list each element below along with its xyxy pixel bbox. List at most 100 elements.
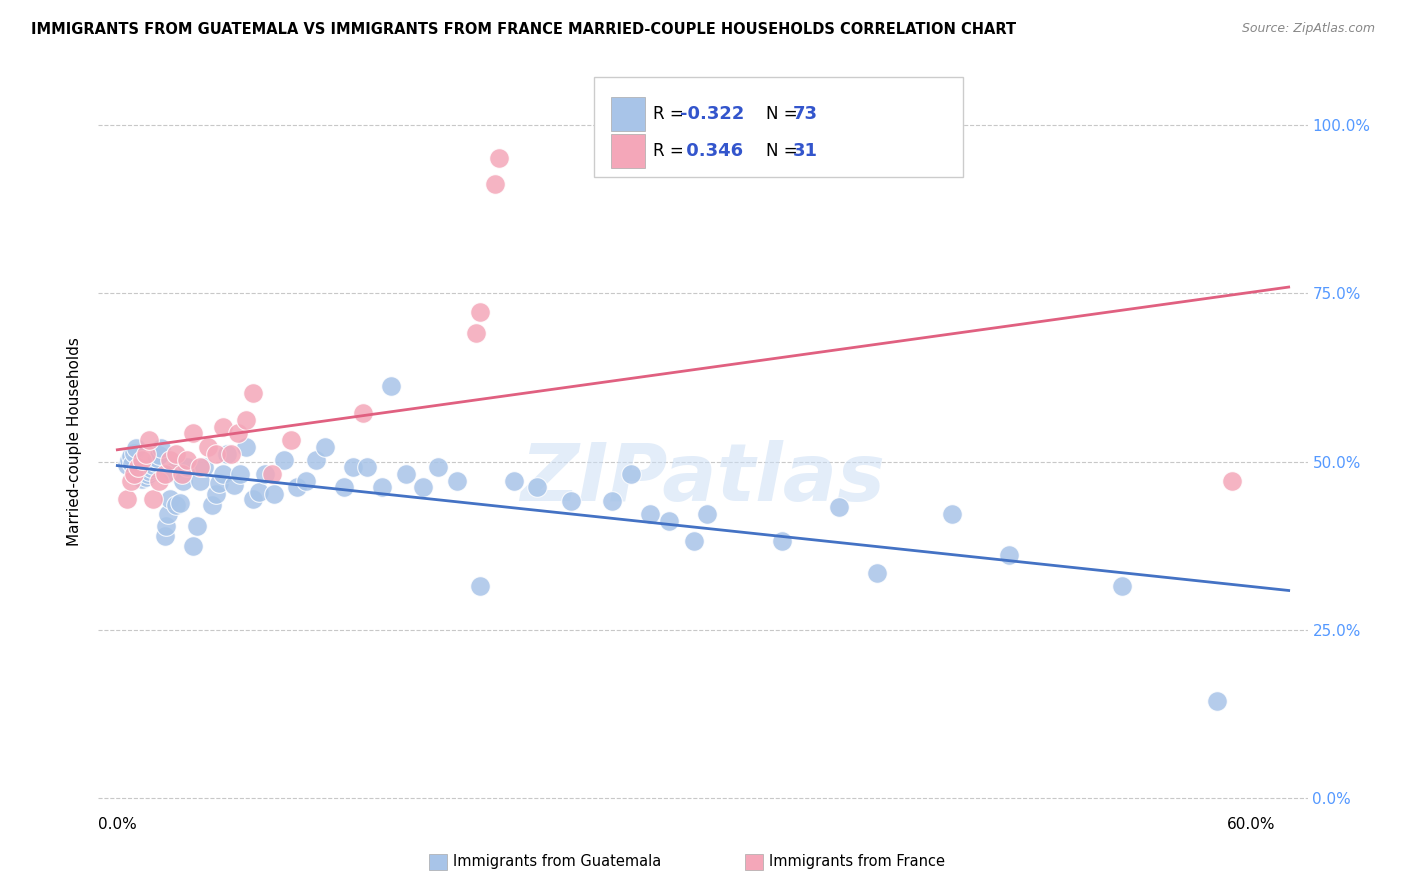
Bar xyxy=(745,854,763,870)
Point xyxy=(120,474,142,488)
Point xyxy=(1206,694,1229,708)
Point xyxy=(427,460,450,475)
Point xyxy=(159,453,181,467)
Point xyxy=(153,467,176,481)
Point xyxy=(201,499,224,513)
Point xyxy=(866,566,889,580)
Point xyxy=(172,474,194,488)
Point xyxy=(446,474,468,488)
Point xyxy=(273,453,295,467)
Point xyxy=(127,460,149,475)
Point xyxy=(148,448,170,462)
Point xyxy=(770,534,793,549)
Point xyxy=(484,178,506,192)
Point xyxy=(157,507,180,521)
Point xyxy=(181,426,204,441)
Point xyxy=(197,440,219,454)
Point xyxy=(176,453,198,467)
Point xyxy=(136,467,159,481)
Point xyxy=(146,451,169,466)
Text: N =: N = xyxy=(766,142,803,160)
Point xyxy=(371,480,394,494)
Y-axis label: Married-couple Households: Married-couple Households xyxy=(67,337,83,546)
Point xyxy=(121,457,143,471)
Point xyxy=(242,491,264,506)
Text: R =: R = xyxy=(654,104,689,122)
Point xyxy=(526,480,548,494)
Point xyxy=(118,453,141,467)
Point xyxy=(1111,579,1133,593)
Point xyxy=(395,467,418,481)
Bar xyxy=(612,135,645,168)
Point xyxy=(204,447,226,461)
Point xyxy=(135,447,157,461)
Text: Immigrants from France: Immigrants from France xyxy=(769,855,945,869)
Point xyxy=(224,478,246,492)
Point xyxy=(247,485,270,500)
Point xyxy=(190,460,212,475)
Point xyxy=(560,493,582,508)
Point xyxy=(412,480,434,494)
Point xyxy=(138,433,160,447)
Point xyxy=(696,507,718,521)
Point xyxy=(488,151,510,165)
Point xyxy=(169,496,191,510)
Point xyxy=(226,426,249,441)
Point xyxy=(170,467,193,481)
Text: Immigrants from Guatemala: Immigrants from Guatemala xyxy=(453,855,661,869)
Bar xyxy=(612,97,645,130)
Text: R =: R = xyxy=(654,142,689,160)
Point xyxy=(120,450,142,464)
Point xyxy=(1220,474,1243,488)
Point xyxy=(190,474,212,488)
Text: 0.346: 0.346 xyxy=(681,142,744,160)
Point xyxy=(356,460,378,475)
Point xyxy=(143,455,166,469)
Bar xyxy=(429,854,447,870)
Point xyxy=(124,446,146,460)
Point xyxy=(468,579,491,593)
Point xyxy=(160,465,183,479)
Point xyxy=(155,518,177,533)
FancyBboxPatch shape xyxy=(595,78,963,178)
Point xyxy=(253,467,276,481)
Text: IMMIGRANTS FROM GUATEMALA VS IMMIGRANTS FROM FRANCE MARRIED-COUPLE HOUSEHOLDS CO: IMMIGRANTS FROM GUATEMALA VS IMMIGRANTS … xyxy=(31,22,1017,37)
Point xyxy=(181,539,204,553)
Point xyxy=(148,474,170,488)
Point xyxy=(165,447,187,461)
Point xyxy=(295,474,318,488)
Point xyxy=(153,529,176,543)
Point xyxy=(131,472,153,486)
Point xyxy=(263,487,285,501)
Point xyxy=(125,442,148,456)
Text: N =: N = xyxy=(766,104,803,122)
Point xyxy=(503,474,526,488)
Point xyxy=(219,447,242,461)
Point xyxy=(138,464,160,478)
Text: ZIPatlas: ZIPatlas xyxy=(520,440,886,517)
Point xyxy=(658,514,681,528)
Point xyxy=(242,386,264,401)
Point xyxy=(135,469,157,483)
Point xyxy=(465,326,488,340)
Point xyxy=(380,379,402,393)
Point xyxy=(352,406,374,420)
Point xyxy=(638,507,661,521)
Point xyxy=(998,548,1021,562)
Point xyxy=(314,440,336,454)
Point xyxy=(131,453,153,467)
Point xyxy=(208,476,231,491)
Point xyxy=(468,305,491,319)
Point xyxy=(124,467,146,481)
Point xyxy=(127,463,149,477)
Point xyxy=(204,487,226,501)
Point xyxy=(602,493,624,508)
Point xyxy=(333,480,356,494)
Point xyxy=(176,460,198,475)
Point xyxy=(142,458,165,472)
Point xyxy=(193,460,215,475)
Point xyxy=(212,467,235,481)
Point xyxy=(159,491,181,506)
Point xyxy=(262,467,284,481)
Point xyxy=(115,491,138,506)
